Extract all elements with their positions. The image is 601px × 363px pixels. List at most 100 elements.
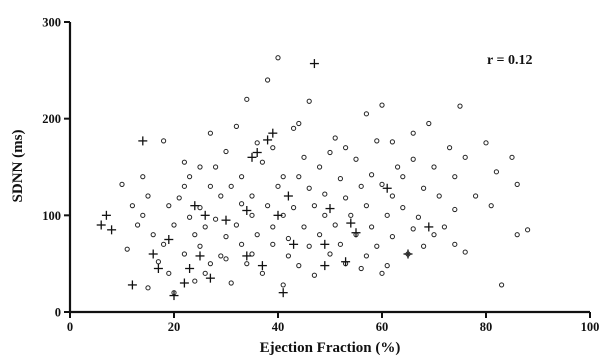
- data-point-circle: [452, 174, 458, 180]
- data-point-circle: [197, 164, 203, 170]
- data-point-circle: [280, 282, 286, 288]
- data-point-circle: [400, 174, 406, 180]
- data-point-circle: [379, 181, 385, 187]
- data-point-circle: [306, 98, 312, 104]
- data-point-circle: [431, 232, 437, 238]
- data-point-circle: [306, 243, 312, 249]
- data-point-circle: [181, 159, 187, 165]
- data-point-circle: [150, 232, 156, 238]
- data-point-circle: [415, 214, 421, 220]
- data-point-circle: [296, 120, 302, 127]
- data-point-circle: [270, 241, 276, 247]
- data-point-circle: [244, 261, 250, 267]
- data-point-circle: [395, 164, 401, 170]
- axes: 0 20 40 60 80 100 0 100 200 300: [42, 16, 599, 335]
- data-point-circle: [145, 285, 151, 291]
- data-point-circle: [228, 183, 234, 189]
- y-tick-label: 100: [42, 209, 61, 223]
- data-point-circle: [124, 246, 130, 252]
- x-tick-label: 60: [376, 320, 389, 334]
- data-point-circle: [363, 111, 369, 117]
- data-point-circle: [332, 222, 338, 228]
- data-point-circle: [140, 212, 146, 218]
- data-point-circle: [223, 148, 229, 155]
- data-point-circle: [296, 174, 302, 180]
- data-point-circle: [192, 232, 198, 238]
- data-point-circle: [129, 203, 135, 209]
- data-point-plus: [382, 183, 392, 193]
- data-point-circle: [202, 224, 208, 230]
- data-point-circle: [135, 222, 141, 228]
- data-point-circle: [228, 280, 234, 286]
- data-point-circle: [499, 282, 505, 288]
- data-point-plus: [242, 251, 252, 261]
- data-point-circle: [441, 224, 447, 230]
- data-point-circle: [223, 234, 229, 240]
- data-point-plus: [341, 257, 351, 267]
- data-point-circle: [452, 206, 458, 213]
- data-point-circle: [285, 235, 291, 242]
- data-point-circle: [363, 253, 369, 259]
- data-point-circle: [197, 243, 203, 249]
- data-point-circle: [369, 172, 375, 178]
- data-point-plus: [268, 128, 278, 138]
- data-point-circle: [301, 154, 307, 160]
- x-tick-label: 80: [480, 320, 493, 334]
- data-point-circle: [265, 77, 271, 83]
- data-point-plus: [424, 222, 434, 232]
- data-point-circle: [452, 241, 458, 247]
- data-point-circle: [384, 212, 390, 218]
- data-point-circle: [311, 272, 317, 278]
- data-point-circle: [358, 183, 364, 189]
- data-point-circle: [462, 249, 468, 255]
- plot-marks: [96, 55, 531, 301]
- data-point-circle: [259, 270, 265, 276]
- data-point-circle: [270, 224, 276, 230]
- data-point-circle: [311, 203, 317, 209]
- data-point-circle: [202, 270, 208, 276]
- data-point-circle: [358, 265, 364, 272]
- data-point-plus: [309, 59, 319, 69]
- data-point-plus: [190, 201, 200, 211]
- data-point-plus: [346, 218, 356, 228]
- data-point-circle: [389, 139, 395, 145]
- data-point-circle: [374, 138, 380, 144]
- data-point-circle: [514, 232, 520, 238]
- data-point-circle: [254, 232, 260, 238]
- data-point-circle: [493, 169, 499, 175]
- data-point-plus: [320, 239, 330, 249]
- x-tick-label: 40: [272, 320, 285, 334]
- data-point-circle: [166, 203, 172, 209]
- data-point-circle: [218, 253, 224, 259]
- data-point-circle: [296, 263, 302, 269]
- data-point-circle: [207, 261, 213, 267]
- data-point-circle: [197, 205, 203, 211]
- data-point-circle: [457, 103, 463, 109]
- data-point-circle: [233, 222, 239, 228]
- data-point-circle: [233, 123, 239, 130]
- y-tick-label: 200: [42, 112, 61, 126]
- data-point-circle: [244, 96, 250, 102]
- data-point-circle: [343, 145, 349, 151]
- data-point-circle: [239, 241, 245, 247]
- data-point-circle: [410, 156, 416, 162]
- data-point-circle: [426, 120, 432, 127]
- data-point-plus: [221, 215, 231, 225]
- data-point-plus: [278, 288, 288, 298]
- data-point-circle: [389, 193, 395, 199]
- data-point-plus: [257, 261, 267, 271]
- data-point-circle: [348, 212, 354, 218]
- data-point-circle: [275, 183, 281, 189]
- data-point-circle: [192, 278, 198, 284]
- data-point-circle: [322, 212, 328, 218]
- data-point-circle: [369, 224, 375, 230]
- data-point-circle: [285, 253, 291, 259]
- data-point-circle: [337, 241, 343, 247]
- data-point-circle: [187, 214, 193, 220]
- data-point-plus: [107, 225, 117, 235]
- data-point-circle: [218, 193, 224, 199]
- x-axis-title: Ejection Fraction (%): [260, 340, 401, 356]
- data-point-circle: [483, 140, 489, 146]
- data-point-circle: [447, 145, 453, 151]
- data-point-circle: [462, 154, 468, 160]
